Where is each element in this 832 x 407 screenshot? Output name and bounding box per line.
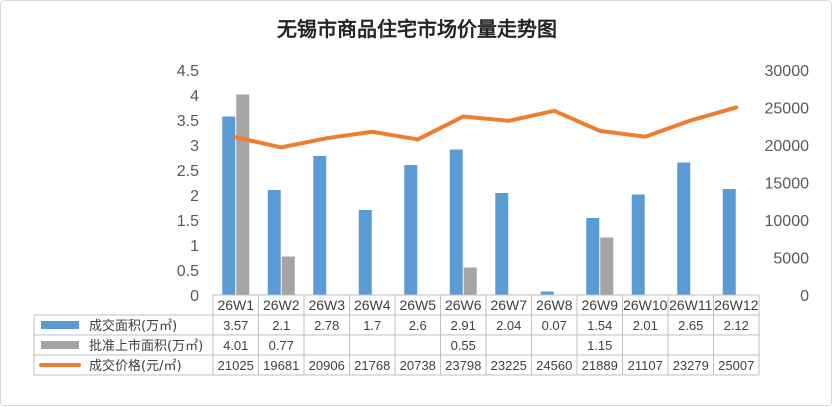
y-right-tick-label: 25000 [765, 101, 810, 118]
data-label: 23279 [673, 358, 709, 373]
bar-deal-area [404, 165, 418, 295]
data-label: 0.55 [451, 338, 476, 353]
y-left-tick-label: 4.5 [177, 63, 199, 80]
y-right-tick-label: 0 [800, 288, 809, 305]
series-name: 批准上市面积(万㎡) [89, 338, 203, 354]
data-label: 21889 [582, 358, 618, 373]
category-label: 26W12 [714, 297, 759, 313]
y-left-tick-label: 0.5 [177, 263, 199, 280]
bar-approved-area [463, 267, 477, 295]
data-label: 4.01 [223, 338, 248, 353]
data-label: 2.91 [451, 318, 476, 333]
bar-deal-area [313, 156, 327, 295]
y-left-tick-label: 4 [190, 88, 199, 105]
data-label: 2.1 [272, 318, 290, 333]
category-label: 26W6 [445, 297, 482, 313]
category-label: 26W8 [536, 297, 573, 313]
y-left-tick-label: 1 [190, 238, 199, 255]
bar-deal-area [722, 189, 736, 295]
data-label: 20738 [400, 358, 436, 373]
bar-deal-area [540, 291, 554, 295]
data-label: 2.78 [314, 318, 339, 333]
legend-key [41, 321, 79, 329]
y-right-tick-label: 20000 [765, 138, 810, 155]
category-label: 26W2 [263, 297, 300, 313]
y-right-tick-label: 30000 [765, 63, 810, 80]
data-label: 0.77 [269, 338, 294, 353]
category-label: 26W1 [217, 297, 254, 313]
data-label: 2.04 [496, 318, 521, 333]
y-left-tick-label: 2 [190, 188, 199, 205]
y-right-tick-label: 15000 [765, 176, 810, 193]
data-label: 2.01 [633, 318, 658, 333]
data-label: 1.54 [587, 318, 612, 333]
data-label: 2.65 [678, 318, 703, 333]
bar-approved-area [281, 256, 295, 295]
data-label: 3.57 [223, 318, 248, 333]
bar-deal-area [495, 193, 509, 295]
y-left-tick-label: 3.5 [177, 113, 199, 130]
legend-key [41, 341, 79, 349]
data-label: 1.7 [363, 318, 381, 333]
bar-deal-area [222, 116, 236, 295]
bar-deal-area [586, 218, 600, 295]
y-right-tick-label: 5000 [773, 251, 809, 268]
category-label: 26W5 [399, 297, 436, 313]
data-label: 21025 [218, 358, 254, 373]
bar-approved-area [236, 94, 250, 295]
line-deal-price [233, 105, 739, 150]
bar-deal-area [449, 149, 463, 295]
data-label: 23798 [445, 358, 481, 373]
category-label: 26W7 [490, 297, 527, 313]
data-label: 2.12 [724, 318, 749, 333]
data-label: 19681 [263, 358, 299, 373]
category-label: 26W3 [308, 297, 345, 313]
bar-deal-area [631, 194, 645, 295]
data-label: 20906 [309, 358, 345, 373]
chart-title: 无锡市商品住宅市场价量走势图 [277, 17, 557, 41]
data-label: 23225 [491, 358, 527, 373]
y-left-tick-label: 2.5 [177, 163, 199, 180]
data-label: 21107 [628, 358, 663, 373]
category-label: 26W11 [669, 297, 713, 313]
bar-approved-area [600, 237, 614, 295]
y-left-tick-label: 3 [190, 138, 199, 155]
category-label: 26W10 [623, 297, 668, 313]
data-label: 21768 [354, 358, 390, 373]
data-label: 25007 [718, 358, 754, 373]
bar-deal-area [358, 210, 372, 295]
y-left-tick-label: 1.5 [177, 213, 199, 230]
category-label: 26W9 [581, 297, 618, 313]
series-name: 成交面积(万㎡) [89, 318, 177, 334]
y-right-tick-label: 10000 [765, 213, 810, 230]
bar-deal-area [677, 162, 691, 295]
data-label: 2.6 [409, 318, 427, 333]
category-label: 26W4 [354, 297, 391, 313]
y-left-tick-label: 0 [190, 288, 199, 305]
data-label: 0.07 [542, 318, 567, 333]
data-label: 24560 [536, 358, 572, 373]
series-name: 成交价格(元/㎡) [89, 358, 182, 374]
data-label: 1.15 [587, 338, 612, 353]
bar-deal-area [267, 190, 281, 295]
